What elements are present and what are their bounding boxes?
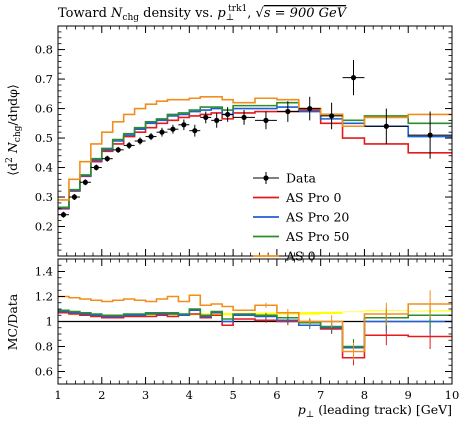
main-y-tick-label: 0.2 <box>35 220 53 234</box>
data-point <box>159 129 165 135</box>
data-point <box>170 126 176 132</box>
x-tick-label: 8 <box>361 388 368 402</box>
data-point <box>71 194 78 200</box>
main-y-axis-label: ⟨d2 Nchg/dηdφ⟩ <box>5 84 23 176</box>
ratio-y-axis-label: MC/Data <box>5 293 20 350</box>
ratio-line-as-0 <box>58 294 452 353</box>
data-point <box>241 114 247 121</box>
data-point <box>104 156 110 162</box>
data-point <box>115 147 121 153</box>
series-line-as-pro-50 <box>58 101 452 209</box>
data-point <box>93 164 99 171</box>
x-tick-label: 2 <box>98 388 105 402</box>
data-point <box>427 132 433 138</box>
ratio-y-tick-label: 0.6 <box>35 365 53 379</box>
data-point <box>192 128 198 134</box>
main-y-tick-label: 0.8 <box>35 43 53 57</box>
main-y-tick-label: 0.3 <box>35 190 53 204</box>
ratio-line-as-pro-50 <box>58 308 452 348</box>
series-line-as-0 <box>58 95 452 201</box>
data-point <box>383 123 389 129</box>
data-point <box>225 111 231 118</box>
x-tick-label: 7 <box>317 388 324 402</box>
x-tick-label: 9 <box>405 388 412 402</box>
main-y-tick-label: 0.6 <box>35 102 53 116</box>
legend-label-as-pro-0: AS Pro 0 <box>285 190 341 205</box>
x-tick-label: 3 <box>142 388 149 402</box>
data-point <box>181 122 187 128</box>
main-panel: 0.2 0.3 0.4 0.5 0.6 0.7 0.8 <box>35 25 453 257</box>
ratio-y-tick-label: 0.8 <box>35 340 53 354</box>
data-point <box>82 179 88 185</box>
data-point <box>329 113 335 119</box>
legend-label-as-pro-20: AS Pro 20 <box>285 210 349 225</box>
x-tick-label: 10 <box>445 388 460 402</box>
main-y-tick-label: 0.4 <box>35 161 53 175</box>
data-point <box>203 114 209 121</box>
data-point <box>214 117 220 123</box>
ratio-y-tick-label: 1.2 <box>35 290 53 304</box>
legend-marker-data-dot <box>263 175 269 181</box>
legend-label-as-pro-50: AS Pro 50 <box>285 229 349 244</box>
data-point <box>263 117 269 123</box>
data-point <box>148 133 154 140</box>
chart-title: Toward Nchg density vs. p⊥trk1, √s = 900… <box>58 4 348 23</box>
x-tick-label: 5 <box>229 388 236 402</box>
data-point <box>137 138 143 144</box>
x-axis-label: p⊥ (leading track) [GeV] <box>298 402 452 420</box>
ratio-y-tick-label: 1.4 <box>35 265 53 279</box>
ratio-panel: 0.6 0.8 1 1.2 1.4 1 2 3 4 5 6 7 8 9 10 <box>35 258 460 402</box>
data-point <box>126 142 132 149</box>
ratio-line-as-pro-0 <box>58 311 452 359</box>
x-tick-label: 4 <box>186 388 193 402</box>
series-line-as-pro-0 <box>58 109 452 210</box>
legend-label-data: Data <box>286 171 316 186</box>
data-point <box>350 75 357 81</box>
x-tick-label: 6 <box>273 388 280 402</box>
ratio-y-tick-label: 1 <box>46 315 53 329</box>
x-tick-label: 1 <box>54 388 61 402</box>
main-y-tick-label: 0.7 <box>35 72 53 86</box>
legend-label-as-0: AS 0 <box>285 249 316 264</box>
data-point <box>307 105 313 112</box>
legend: Data AS Pro 0 AS Pro 20 AS Pro 50 AS 0 <box>253 171 349 264</box>
main-y-tick-label: 0.5 <box>35 131 53 145</box>
data-point <box>60 212 67 218</box>
data-point <box>285 108 291 115</box>
